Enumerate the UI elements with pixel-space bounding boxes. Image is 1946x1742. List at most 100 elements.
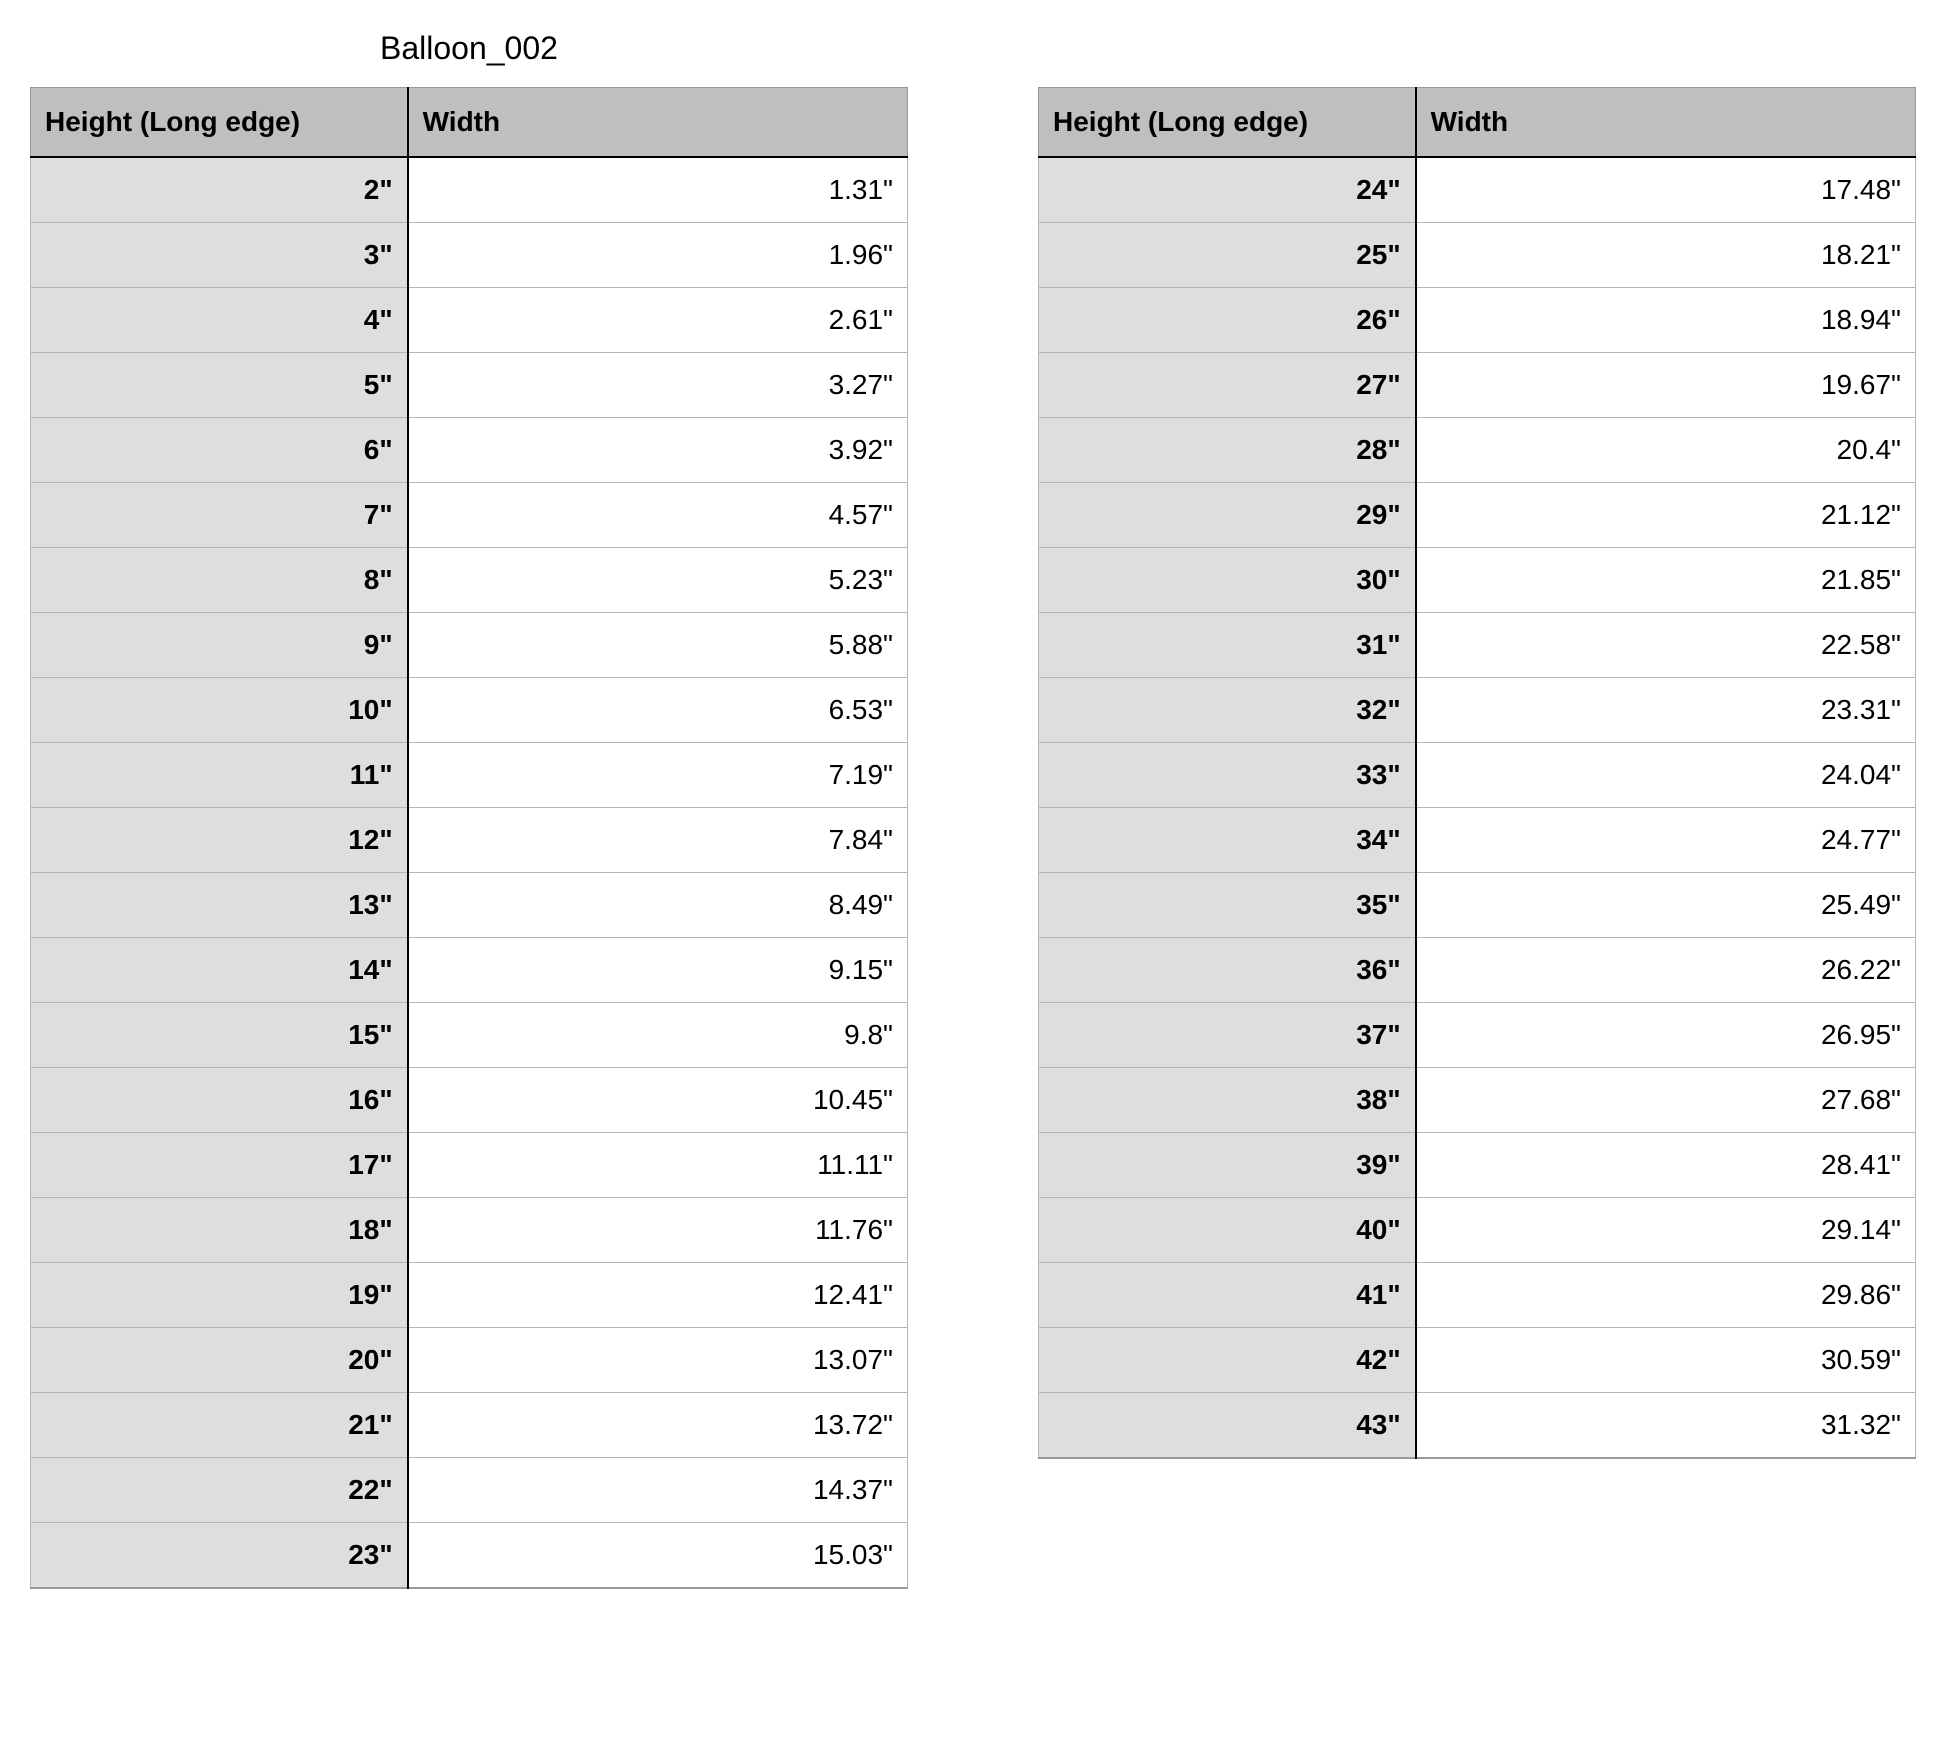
height-cell: 8" <box>31 548 408 613</box>
table-row: 24"17.48" <box>1039 157 1916 223</box>
height-cell: 12" <box>31 808 408 873</box>
height-cell: 35" <box>1039 873 1416 938</box>
table-row: 40"29.14" <box>1039 1198 1916 1263</box>
table-row: 16"10.45" <box>31 1068 908 1133</box>
width-cell: 27.68" <box>1416 1068 1916 1133</box>
height-cell: 37" <box>1039 1003 1416 1068</box>
height-cell: 21" <box>31 1393 408 1458</box>
width-cell: 26.95" <box>1416 1003 1916 1068</box>
tables-container: Height (Long edge) Width 2"1.31"3"1.96"4… <box>30 87 1916 1589</box>
table-row: 41"29.86" <box>1039 1263 1916 1328</box>
width-cell: 24.04" <box>1416 743 1916 808</box>
height-cell: 34" <box>1039 808 1416 873</box>
width-cell: 18.94" <box>1416 288 1916 353</box>
table-row: 12"7.84" <box>31 808 908 873</box>
width-cell: 9.8" <box>408 1003 908 1068</box>
width-cell: 19.67" <box>1416 353 1916 418</box>
table-row: 3"1.96" <box>31 223 908 288</box>
height-cell: 7" <box>31 483 408 548</box>
table-row: 8"5.23" <box>31 548 908 613</box>
width-cell: 6.53" <box>408 678 908 743</box>
height-cell: 4" <box>31 288 408 353</box>
width-cell: 13.07" <box>408 1328 908 1393</box>
table-row: 18"11.76" <box>31 1198 908 1263</box>
width-cell: 1.31" <box>408 157 908 223</box>
column-header-width: Width <box>408 88 908 158</box>
height-cell: 3" <box>31 223 408 288</box>
height-cell: 39" <box>1039 1133 1416 1198</box>
width-cell: 29.14" <box>1416 1198 1916 1263</box>
height-cell: 30" <box>1039 548 1416 613</box>
height-cell: 11" <box>31 743 408 808</box>
height-cell: 41" <box>1039 1263 1416 1328</box>
dimensions-table-2: Height (Long edge) Width 24"17.48"25"18.… <box>1038 87 1916 1459</box>
height-cell: 6" <box>31 418 408 483</box>
table-row: 37"26.95" <box>1039 1003 1916 1068</box>
height-cell: 31" <box>1039 613 1416 678</box>
width-cell: 29.86" <box>1416 1263 1916 1328</box>
table-row: 32"23.31" <box>1039 678 1916 743</box>
height-cell: 19" <box>31 1263 408 1328</box>
column-header-height: Height (Long edge) <box>1039 88 1416 158</box>
table-row: 2"1.31" <box>31 157 908 223</box>
width-cell: 3.92" <box>408 418 908 483</box>
table-row: 9"5.88" <box>31 613 908 678</box>
table-row: 27"19.67" <box>1039 353 1916 418</box>
table-row: 7"4.57" <box>31 483 908 548</box>
height-cell: 5" <box>31 353 408 418</box>
table-header-row: Height (Long edge) Width <box>31 88 908 158</box>
height-cell: 40" <box>1039 1198 1416 1263</box>
height-cell: 24" <box>1039 157 1416 223</box>
table-row: 4"2.61" <box>31 288 908 353</box>
table-row: 28"20.4" <box>1039 418 1916 483</box>
width-cell: 18.21" <box>1416 223 1916 288</box>
width-cell: 7.84" <box>408 808 908 873</box>
width-cell: 10.45" <box>408 1068 908 1133</box>
column-header-height: Height (Long edge) <box>31 88 408 158</box>
width-cell: 26.22" <box>1416 938 1916 1003</box>
height-cell: 17" <box>31 1133 408 1198</box>
table-row: 35"25.49" <box>1039 873 1916 938</box>
height-cell: 23" <box>31 1523 408 1589</box>
height-cell: 32" <box>1039 678 1416 743</box>
table-row: 23"15.03" <box>31 1523 908 1589</box>
width-cell: 15.03" <box>408 1523 908 1589</box>
table-row: 39"28.41" <box>1039 1133 1916 1198</box>
height-cell: 10" <box>31 678 408 743</box>
height-cell: 43" <box>1039 1393 1416 1459</box>
table-row: 20"13.07" <box>31 1328 908 1393</box>
width-cell: 1.96" <box>408 223 908 288</box>
dimensions-table-1: Height (Long edge) Width 2"1.31"3"1.96"4… <box>30 87 908 1589</box>
height-cell: 36" <box>1039 938 1416 1003</box>
table-row: 11"7.19" <box>31 743 908 808</box>
height-cell: 9" <box>31 613 408 678</box>
width-cell: 11.11" <box>408 1133 908 1198</box>
table-row: 31"22.58" <box>1039 613 1916 678</box>
height-cell: 38" <box>1039 1068 1416 1133</box>
width-cell: 22.58" <box>1416 613 1916 678</box>
width-cell: 17.48" <box>1416 157 1916 223</box>
height-cell: 16" <box>31 1068 408 1133</box>
height-cell: 14" <box>31 938 408 1003</box>
table-row: 29"21.12" <box>1039 483 1916 548</box>
width-cell: 28.41" <box>1416 1133 1916 1198</box>
table-row: 14"9.15" <box>31 938 908 1003</box>
height-cell: 2" <box>31 157 408 223</box>
table-row: 26"18.94" <box>1039 288 1916 353</box>
height-cell: 20" <box>31 1328 408 1393</box>
table-row: 10"6.53" <box>31 678 908 743</box>
width-cell: 12.41" <box>408 1263 908 1328</box>
width-cell: 2.61" <box>408 288 908 353</box>
table-row: 5"3.27" <box>31 353 908 418</box>
table-header-row: Height (Long edge) Width <box>1039 88 1916 158</box>
width-cell: 21.12" <box>1416 483 1916 548</box>
width-cell: 4.57" <box>408 483 908 548</box>
table-row: 17"11.11" <box>31 1133 908 1198</box>
height-cell: 33" <box>1039 743 1416 808</box>
height-cell: 29" <box>1039 483 1416 548</box>
table-row: 13"8.49" <box>31 873 908 938</box>
height-cell: 15" <box>31 1003 408 1068</box>
column-header-width: Width <box>1416 88 1916 158</box>
table-row: 33"24.04" <box>1039 743 1916 808</box>
page-title: Balloon_002 <box>380 30 1916 67</box>
